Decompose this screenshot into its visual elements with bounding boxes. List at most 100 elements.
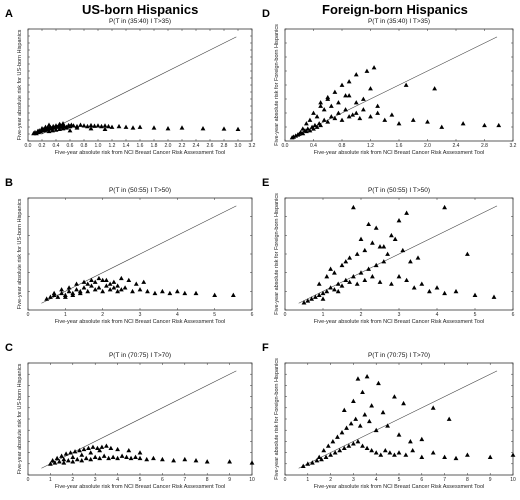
data-point-c-37: [86, 445, 91, 451]
data-point-d-60: [432, 86, 438, 91]
data-point-f-28: [465, 452, 470, 457]
x-tick-label-d-8: 3.2: [510, 143, 517, 149]
data-point-f-54: [355, 376, 361, 381]
data-point-e-60: [320, 296, 326, 301]
data-point-b-11: [85, 288, 91, 294]
data-point-d-48: [353, 100, 359, 105]
x-tick-label-a-4: 0.8: [81, 143, 88, 149]
data-point-a-53: [53, 127, 59, 132]
data-point-e-33: [316, 281, 322, 286]
x-tick-label-a-14: 2.8: [221, 143, 228, 149]
data-point-d-9: [305, 126, 311, 131]
data-point-d-34: [410, 117, 416, 122]
data-point-b-41: [111, 279, 117, 284]
data-point-d-50: [368, 86, 373, 91]
data-point-b-48: [77, 290, 83, 296]
data-point-d-30: [375, 110, 381, 115]
data-point-e-46: [415, 255, 421, 260]
data-point-d-31: [382, 117, 388, 122]
data-point-e-8: [332, 287, 337, 292]
data-point-d-62: [318, 100, 324, 105]
data-point-a-37: [99, 123, 104, 129]
data-point-c-39: [95, 445, 100, 451]
data-point-a-55: [60, 126, 66, 131]
x-tick-label-c-0: 0: [27, 477, 30, 483]
x-tick-label-c-2: 2: [71, 477, 74, 483]
data-point-b-38: [89, 277, 94, 283]
data-point-e-23: [396, 274, 402, 279]
data-point-a-35: [92, 123, 97, 128]
data-point-d-37: [460, 121, 466, 126]
panel-title-a: P(T in (35:40) I T>35): [109, 18, 171, 25]
data-point-c-1: [52, 460, 58, 465]
data-point-e-9: [335, 281, 341, 286]
data-point-c-7: [79, 458, 85, 463]
data-point-a-63: [74, 125, 80, 130]
data-point-e-38: [354, 251, 360, 256]
data-point-c-9: [88, 456, 94, 462]
x-axis-label-f: Five-year absolute risk from NCI Breast …: [314, 484, 484, 490]
data-point-e-2: [309, 296, 314, 301]
data-point-f-13: [360, 443, 365, 448]
data-point-e-16: [362, 277, 368, 283]
x-tick-label-c-10: 10: [249, 477, 255, 483]
data-point-f-24: [419, 454, 425, 459]
data-point-f-27: [453, 455, 459, 461]
data-point-b-45: [141, 279, 147, 284]
data-point-f-31: [316, 454, 322, 459]
data-point-a-41: [116, 123, 122, 129]
data-point-d-46: [339, 82, 345, 87]
data-point-b-1: [48, 294, 53, 299]
x-tick-label-b-6: 6: [251, 312, 254, 318]
data-point-a-45: [151, 125, 157, 130]
x-tick-label-a-10: 2.0: [165, 143, 172, 149]
data-point-e-55: [381, 244, 387, 249]
data-point-e-45: [408, 259, 413, 264]
data-point-c-29: [249, 460, 255, 465]
data-point-b-12: [89, 283, 94, 288]
data-point-c-49: [79, 452, 85, 457]
data-point-b-18: [111, 285, 117, 290]
data-point-f-7: [332, 450, 338, 455]
data-point-d-40: [303, 121, 309, 126]
data-point-b-49: [85, 281, 91, 286]
data-point-c-14: [110, 454, 116, 459]
data-point-e-53: [351, 204, 356, 210]
data-point-b-31: [212, 292, 218, 297]
data-point-a-32: [81, 123, 87, 128]
y-axis-label-d: Five-year absolute risk for Foreign-born…: [274, 24, 280, 146]
data-point-c-27: [204, 459, 210, 464]
data-point-a-29: [71, 123, 76, 128]
panel-title-c: P(T in (70:75) I T>70): [109, 352, 171, 359]
data-point-e-19: [373, 262, 379, 268]
data-point-b-47: [70, 292, 76, 297]
data-point-b-27: [167, 290, 173, 296]
data-point-b-24: [145, 288, 150, 294]
data-point-c-0: [48, 461, 53, 466]
data-point-e-29: [442, 290, 447, 296]
x-tick-label-c-3: 3: [94, 477, 97, 483]
data-point-e-49: [358, 236, 364, 241]
data-point-c-11: [97, 455, 103, 461]
data-point-f-9: [341, 445, 347, 451]
data-point-c-6: [74, 456, 80, 462]
data-point-d-47: [346, 93, 352, 98]
data-point-f-57: [401, 400, 406, 406]
panel-title-d: P(T in (35:40) I T>35): [368, 18, 430, 25]
x-axis-label-e: Five-year absolute risk from NCI Breast …: [314, 319, 484, 325]
data-point-d-26: [353, 110, 359, 115]
data-point-a-49: [221, 126, 227, 131]
x-tick-label-b-4: 4: [176, 312, 179, 318]
data-point-e-7: [328, 285, 333, 290]
data-point-c-22: [151, 455, 156, 461]
data-point-b-19: [115, 288, 120, 294]
data-point-b-13: [92, 287, 98, 292]
data-point-c-26: [193, 458, 199, 463]
data-point-e-57: [442, 204, 447, 210]
data-point-f-17: [378, 452, 384, 457]
data-point-e-18: [370, 274, 375, 279]
data-point-e-58: [465, 251, 470, 256]
identity-line-e: [298, 205, 498, 304]
data-point-b-15: [100, 288, 106, 294]
